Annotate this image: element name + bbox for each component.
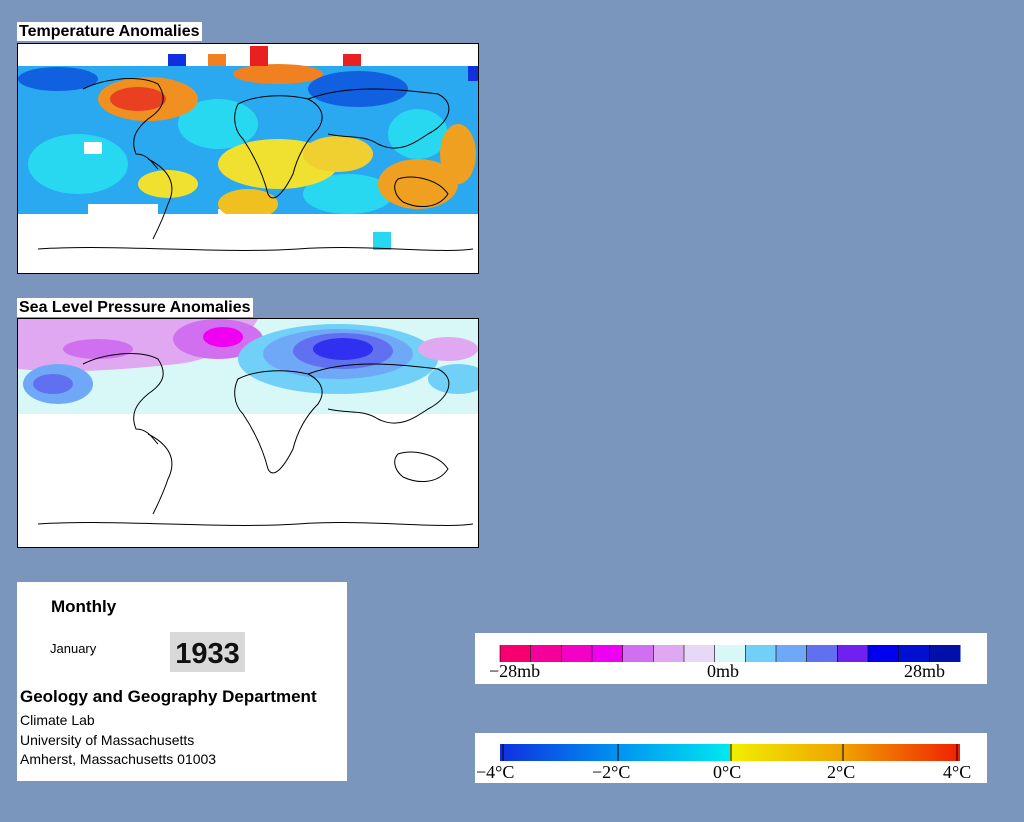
- pressure-swatch: [714, 645, 746, 662]
- month-label: January: [50, 641, 97, 656]
- pressure-swatch: [837, 645, 869, 662]
- pressure-swatch: [684, 645, 716, 662]
- pressure-min-label: −28mb: [489, 661, 540, 681]
- pressure-color-scale: [499, 645, 961, 662]
- pressure-swatch: [745, 645, 777, 662]
- pressure-swatch: [653, 645, 685, 662]
- pressure-max-label: 28mb: [904, 661, 945, 681]
- temperature-color-scale: [500, 744, 960, 761]
- temp-label-minus4: −4°C: [476, 762, 514, 782]
- pressure-zero-label: 0mb: [707, 661, 739, 681]
- pressure-map-title: Sea Level Pressure Anomalies: [17, 298, 253, 317]
- pressure-swatch: [776, 645, 808, 662]
- info-panel: Monthly January 1933 Geology and Geograp…: [17, 582, 347, 781]
- pressure-swatch: [898, 645, 930, 662]
- pressure-swatch: [868, 645, 900, 662]
- pressure-swatch: [500, 645, 532, 662]
- pressure-swatch: [929, 645, 961, 662]
- temp-label-2: 2°C: [827, 762, 855, 782]
- pressure-swatch: [592, 645, 624, 662]
- year-display: 1933: [170, 632, 245, 672]
- period-label: Monthly: [51, 597, 117, 616]
- pressure-swatch: [561, 645, 593, 662]
- department-name: Geology and Geography Department: [20, 687, 317, 706]
- temperature-anomaly-map: [17, 43, 479, 274]
- temperature-legend: −4°C −2°C 0°C 2°C 4°C: [475, 733, 987, 783]
- lab-name: Climate Lab: [20, 712, 95, 728]
- pressure-swatch: [622, 645, 654, 662]
- temp-label-0: 0°C: [713, 762, 741, 782]
- temperature-map-title: Temperature Anomalies: [17, 22, 202, 41]
- university-name: University of Massachusetts: [20, 732, 195, 748]
- pressure-swatch: [530, 645, 562, 662]
- pressure-legend: −28mb 0mb 28mb: [475, 633, 987, 684]
- address: Amherst, Massachusetts 01003: [20, 751, 217, 767]
- pressure-anomaly-map: [17, 318, 479, 548]
- temp-label-4: 4°C: [943, 762, 971, 782]
- temp-label-minus2: −2°C: [592, 762, 630, 782]
- pressure-swatch: [806, 645, 838, 662]
